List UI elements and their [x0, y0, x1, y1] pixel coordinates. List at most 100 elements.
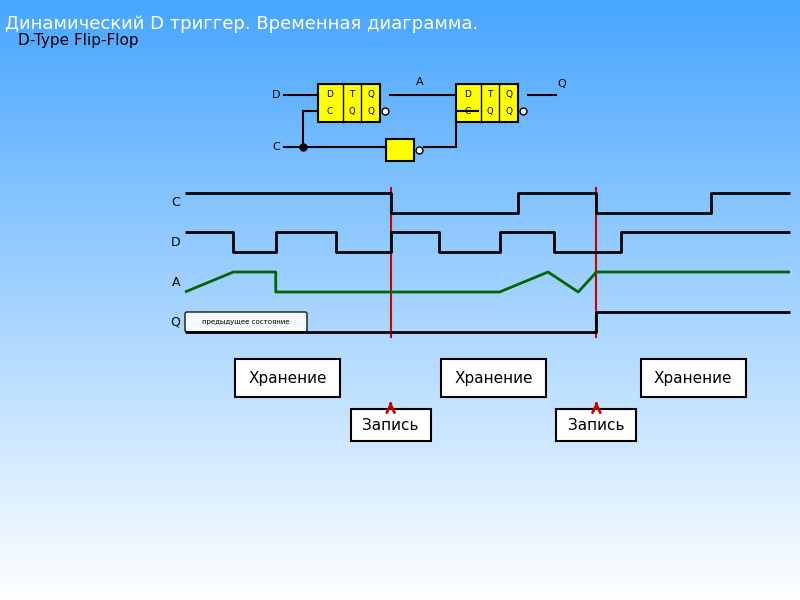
- Text: Q: Q: [367, 90, 374, 99]
- Bar: [0, 350, 800, 354]
- Bar: [0, 143, 800, 147]
- Bar: [0, 386, 800, 390]
- Bar: [0, 233, 800, 237]
- Text: A: A: [416, 77, 424, 86]
- Bar: [0, 167, 800, 171]
- Bar: [0, 227, 800, 231]
- Bar: [0, 389, 800, 393]
- Bar: [0, 593, 800, 597]
- Bar: [0, 557, 800, 561]
- Bar: [0, 239, 800, 243]
- Bar: [0, 473, 800, 477]
- Bar: [0, 446, 800, 450]
- Bar: [0, 269, 800, 273]
- Bar: [0, 164, 800, 168]
- Bar: [0, 395, 800, 399]
- Bar: [0, 503, 800, 507]
- FancyBboxPatch shape: [456, 84, 518, 122]
- Bar: [0, 497, 800, 501]
- Bar: [0, 209, 800, 213]
- Text: Q: Q: [506, 107, 512, 116]
- Bar: [0, 353, 800, 357]
- Bar: [0, 422, 800, 426]
- Bar: [0, 347, 800, 351]
- Bar: [0, 467, 800, 471]
- Bar: [0, 224, 800, 228]
- Bar: [0, 77, 800, 81]
- Bar: [0, 65, 800, 69]
- Bar: [0, 80, 800, 84]
- Bar: [0, 200, 800, 204]
- Bar: [0, 152, 800, 156]
- Text: D: D: [271, 89, 280, 100]
- Bar: [0, 242, 800, 246]
- Text: C: C: [464, 107, 470, 116]
- Bar: [0, 311, 800, 315]
- Bar: [0, 44, 800, 48]
- Text: Q: Q: [486, 107, 494, 116]
- Bar: [0, 410, 800, 414]
- Bar: [0, 449, 800, 453]
- Text: D: D: [170, 235, 180, 248]
- Bar: [0, 89, 800, 93]
- Bar: [0, 341, 800, 345]
- Bar: [0, 74, 800, 78]
- Bar: [0, 419, 800, 423]
- Text: Динамический D триггер. Временная диаграмма.: Динамический D триггер. Временная диагра…: [5, 15, 478, 33]
- Bar: [0, 173, 800, 177]
- Text: C: C: [171, 196, 180, 209]
- Text: T: T: [350, 90, 354, 99]
- Bar: [0, 527, 800, 531]
- Bar: [0, 5, 800, 9]
- Text: Q: Q: [349, 107, 355, 116]
- Bar: [0, 587, 800, 591]
- Bar: [0, 431, 800, 435]
- Bar: [0, 122, 800, 126]
- Bar: [0, 542, 800, 546]
- Bar: [0, 416, 800, 420]
- Bar: [0, 62, 800, 66]
- Bar: [0, 521, 800, 525]
- Bar: [0, 47, 800, 51]
- Bar: [0, 155, 800, 159]
- Bar: [0, 377, 800, 381]
- Bar: [0, 530, 800, 534]
- Text: Запись: Запись: [568, 418, 625, 433]
- Bar: [0, 41, 800, 45]
- Bar: [0, 506, 800, 510]
- Bar: [0, 362, 800, 366]
- Bar: [0, 236, 800, 240]
- Bar: [0, 299, 800, 303]
- Text: D-Type Flip-Flop: D-Type Flip-Flop: [18, 33, 138, 48]
- Bar: [0, 332, 800, 336]
- Bar: [0, 182, 800, 186]
- Bar: [0, 554, 800, 558]
- Text: D: D: [464, 90, 470, 99]
- Text: Q: Q: [506, 90, 512, 99]
- Text: C: C: [326, 107, 332, 116]
- Text: Q: Q: [367, 107, 374, 116]
- Bar: [0, 335, 800, 339]
- Bar: [0, 23, 800, 27]
- Bar: [0, 455, 800, 459]
- Bar: [0, 161, 800, 165]
- Bar: [0, 533, 800, 537]
- Bar: [0, 260, 800, 264]
- Bar: [0, 287, 800, 291]
- FancyBboxPatch shape: [386, 139, 414, 161]
- Bar: [0, 176, 800, 180]
- Bar: [0, 275, 800, 279]
- Bar: [0, 11, 800, 15]
- Bar: [0, 2, 800, 6]
- Bar: [0, 479, 800, 483]
- Bar: [0, 485, 800, 489]
- Bar: [0, 383, 800, 387]
- Bar: [0, 20, 800, 24]
- Bar: [0, 413, 800, 417]
- Bar: [0, 398, 800, 402]
- Bar: [0, 518, 800, 522]
- Bar: [0, 197, 800, 201]
- Bar: [0, 218, 800, 222]
- FancyBboxPatch shape: [318, 84, 380, 122]
- Bar: [0, 293, 800, 297]
